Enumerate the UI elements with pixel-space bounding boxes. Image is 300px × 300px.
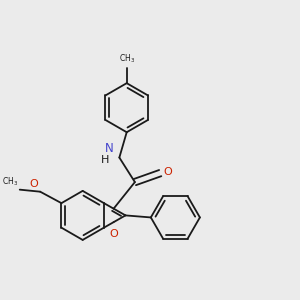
Text: O: O (110, 229, 118, 239)
Text: O: O (163, 167, 172, 177)
Text: H: H (100, 154, 109, 165)
Text: CH$_3$: CH$_3$ (2, 175, 18, 188)
Text: N: N (105, 142, 114, 155)
Text: CH$_3$: CH$_3$ (118, 53, 135, 65)
Text: O: O (29, 179, 38, 189)
